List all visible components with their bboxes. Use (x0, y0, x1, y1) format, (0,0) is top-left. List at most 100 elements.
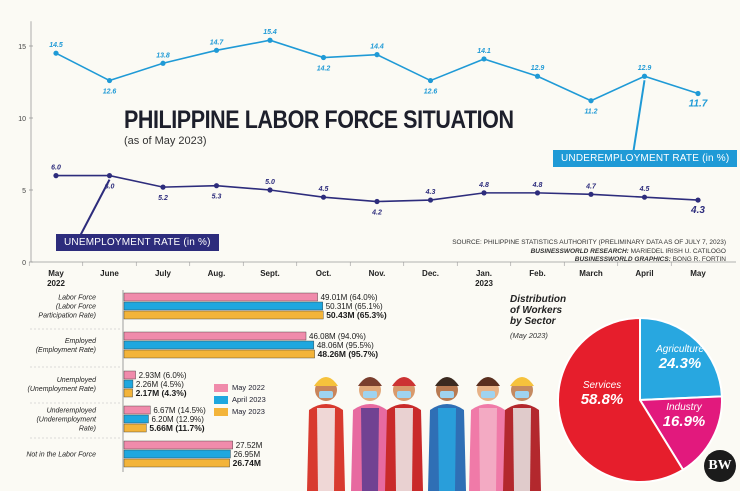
worker-hat (358, 377, 382, 386)
bar-may-2022 (123, 292, 318, 302)
labor-bar-chart: Labor Force (Labor Force Participation Rat… (26, 290, 387, 472)
underemployment-point (427, 77, 434, 84)
worker-vest (395, 408, 413, 491)
unemployment-point (481, 190, 487, 196)
pie-slice-industry (638, 395, 723, 472)
y-tick-label: 15 (18, 44, 26, 51)
unemployment-value-label: 4.5 (318, 186, 329, 193)
unemployment-value-label: 4.5 (639, 186, 650, 193)
pie-slice-agriculture (639, 316, 723, 402)
bar-april-2023 (123, 379, 134, 389)
underemployment-value-label: 12.6 (424, 89, 438, 96)
underemployment-value-label: 14.1 (477, 48, 491, 55)
graphics-credit: BUSINESSWORLD GRAPHICS: BONG R. FORTIN (574, 256, 726, 263)
unemployment-line (56, 174, 699, 203)
page-title: PHILIPPINE LABOR FORCE SITUATION (124, 106, 514, 134)
pie-slice-value: 16.9% (663, 413, 706, 430)
worker-face-mask (515, 391, 529, 398)
worker-face-mask (440, 391, 454, 398)
x-tick-label: May 2022 (47, 269, 65, 288)
pie-slice-name: Services (583, 380, 621, 391)
bar-category-label: Not in the Labor Force (26, 452, 96, 459)
research-credit: BUSINESSWORLD RESEARCH: MARIEDEL IRISH U… (530, 247, 726, 255)
bar-value-label: 2.26M (4.5%) (136, 380, 184, 389)
x-tick-label: May (690, 269, 706, 278)
x-tick-label: June (100, 269, 119, 278)
unemployment-series-label: UNEMPLOYMENT RATE (in %) (56, 234, 219, 251)
unemployment-value-label: 5.2 (158, 195, 168, 202)
bar-category-label: Unemployed (Unemployment Rate) (28, 377, 98, 393)
underemployment-point (695, 90, 701, 97)
bar-may-2022 (123, 370, 136, 380)
unemployment-point (588, 191, 594, 197)
worker-hat (435, 377, 459, 386)
unemployment-point (106, 173, 113, 179)
pie-slice-value: 24.3% (658, 355, 702, 372)
unemployment-point (695, 197, 701, 203)
underemployment-point (267, 37, 273, 43)
worker-vest (479, 408, 497, 491)
underemployment-value-label: 11.2 (584, 109, 597, 116)
bar-may-2022 (123, 331, 307, 341)
unemployment-value-label: 6.0 (105, 184, 115, 191)
x-tick-label: April (635, 269, 653, 278)
bar-april-2023 (123, 301, 323, 311)
unemployment-value-label: 5.0 (265, 179, 275, 186)
unemployment-point (320, 194, 327, 200)
businessworld-logo: BW (704, 450, 736, 482)
pie-slice-name: Industry (666, 402, 703, 413)
underemployment-point (374, 52, 380, 58)
bar-value-label: 48.26M (95.7%) (318, 349, 379, 359)
underemployment-value-label: 14.2 (317, 66, 331, 73)
rate-line-chart: 0 5 10 15 May 2022 June July Aug. Sept. Oct. Nov. De… (18, 21, 736, 288)
unemployment-value-label: 6.0 (51, 165, 61, 172)
underemployment-value-label: 13.8 (156, 52, 170, 59)
y-tick-label: 5 (22, 188, 26, 195)
legend-item-may-2023: May 2023 (214, 406, 266, 418)
unemployment-value-label: 4.8 (478, 182, 489, 189)
worker-hat (314, 377, 338, 386)
bar-may-2023 (123, 423, 147, 433)
unemployment-pill-connector (79, 179, 111, 237)
bar-may-2023 (123, 458, 230, 468)
pie-slice-value: 58.8% (581, 391, 624, 408)
x-tick-label: Aug. (208, 269, 226, 278)
underemployment-series-label: UNDEREMPLOYMENT RATE (in %) (553, 150, 738, 167)
worker-face-mask (319, 391, 333, 398)
unemployment-point (534, 190, 541, 196)
bar-may-2023 (123, 349, 315, 359)
unemployment-point (213, 183, 220, 189)
unemployment-point (267, 187, 273, 193)
unemployment-value-label: 4.3 (690, 205, 705, 216)
bar-legend: May 2022 April 2023 May 2023 (214, 382, 266, 418)
x-tick-label: Jan. 2023 (475, 269, 493, 288)
unemployment-point (160, 184, 166, 190)
unemployment-value-label: 4.3 (425, 189, 436, 196)
pie-subtitle: (May 2023) (510, 331, 548, 340)
underemployment-point (641, 73, 648, 79)
bar-value-label: 26.95M (233, 450, 260, 459)
bar-value-label: 48.06M (95.5%) (317, 341, 374, 350)
underemployment-value-label: 12.6 (103, 89, 117, 96)
worker-hat (476, 377, 500, 386)
underemployment-point (320, 54, 327, 61)
bar-value-label: 46.08M (94.0%) (309, 332, 366, 341)
pie-slice-services (557, 316, 685, 483)
unemployment-value-label: 5.3 (212, 194, 222, 201)
workers-illustration (307, 377, 541, 491)
bar-may-2023 (123, 310, 324, 320)
bar-value-label: 26.74M (233, 458, 261, 468)
worker-face-mask (363, 391, 377, 398)
worker-vest (438, 408, 456, 491)
unemployment-point (53, 173, 59, 179)
x-tick-label: Feb. (529, 269, 545, 278)
bar-category-label: Labor Force (Labor Force Participation Rat… (38, 295, 96, 320)
underemployment-point (106, 77, 113, 84)
bar-may-2022 (123, 405, 151, 415)
bar-value-label: 6.67M (14.5%) (153, 406, 206, 415)
underemployment-value-label: 11.7 (689, 99, 708, 110)
x-tick-label: July (155, 269, 172, 278)
underemployment-point (481, 56, 487, 62)
bar-value-label: 27.52M (236, 441, 263, 450)
